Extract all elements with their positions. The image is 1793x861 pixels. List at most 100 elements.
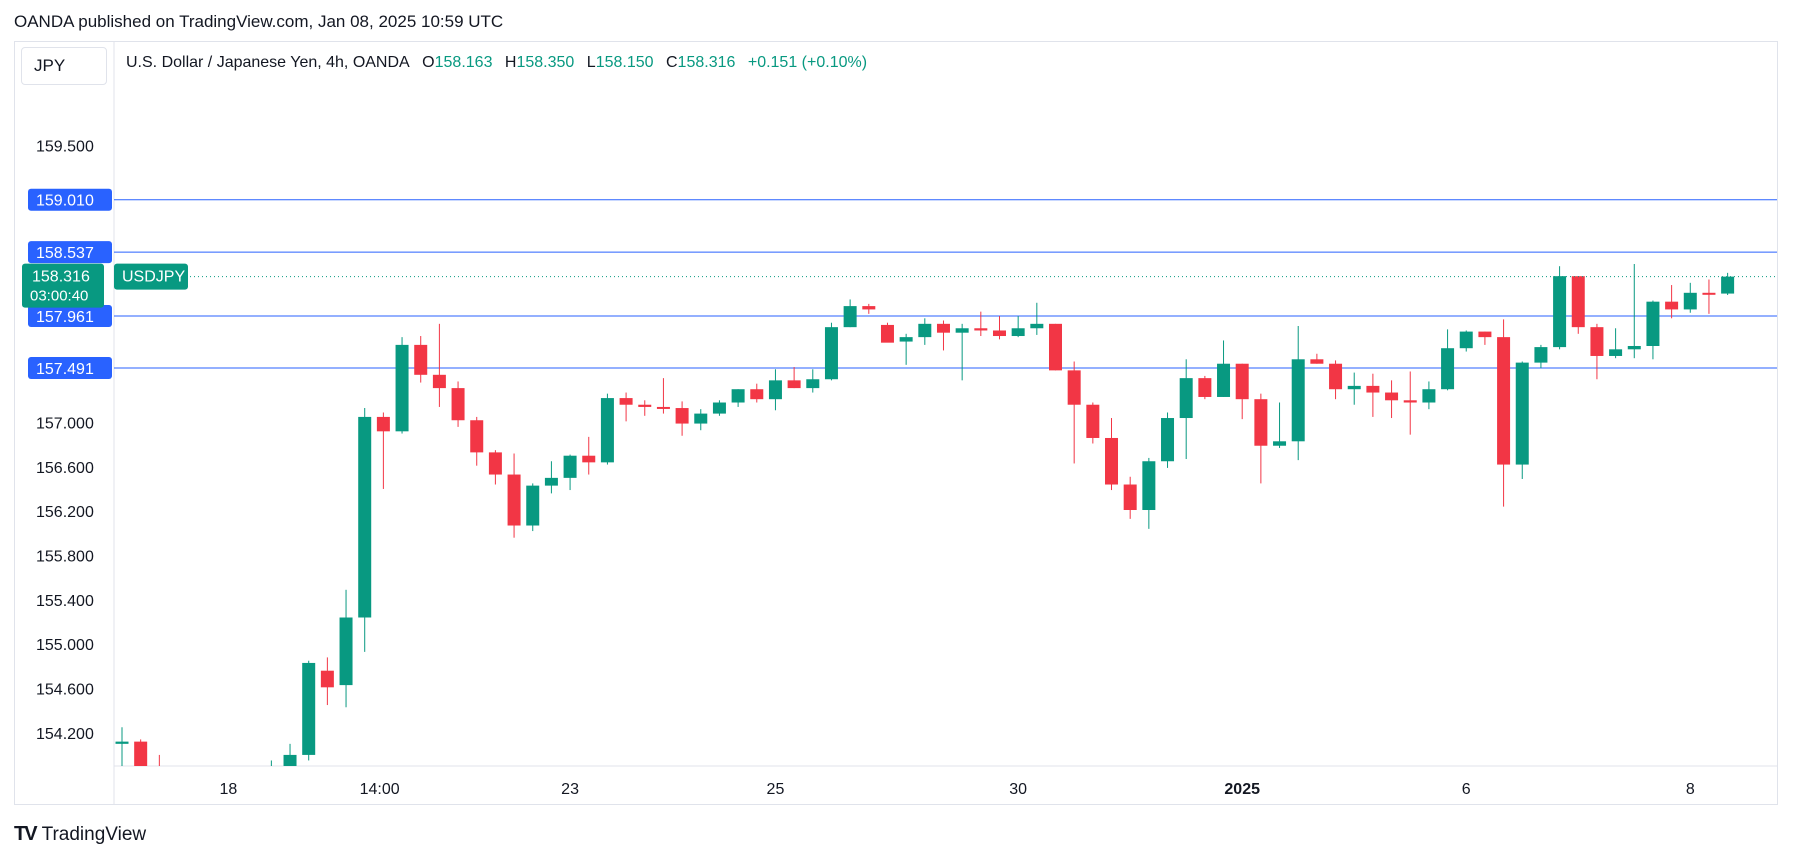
candle-body: [153, 777, 166, 788]
candle-body: [339, 617, 353, 686]
candle-body: [974, 328, 988, 331]
level-price-tag: [28, 188, 112, 211]
candle-body: [1571, 276, 1585, 328]
candle-body: [451, 388, 465, 421]
candle-body: [1067, 370, 1081, 405]
candle-body: [1049, 323, 1062, 371]
legend-low-label: L: [586, 54, 596, 71]
tradingview-brand[interactable]: TV TradingView: [14, 823, 146, 846]
candle-body: [134, 741, 148, 766]
legend-high-value: 158.350: [516, 54, 575, 71]
level-price-label: 158.537: [36, 245, 94, 262]
candle-body: [1515, 362, 1529, 465]
currency-selector[interactable]: JPY: [21, 47, 107, 85]
candle-body: [918, 323, 932, 338]
candle-body: [1329, 363, 1343, 390]
x-tick-label: 18: [220, 781, 238, 798]
candle-body: [656, 406, 670, 409]
x-tick-label: 2025: [1224, 781, 1260, 798]
candle-body: [1721, 276, 1735, 294]
candle-body: [320, 670, 334, 688]
level-price-label: 157.961: [36, 309, 94, 326]
candle-body: [1273, 441, 1287, 446]
candle-body: [1011, 328, 1025, 337]
candle-body: [1105, 437, 1119, 485]
candle-body: [1310, 359, 1324, 364]
x-tick-label: 25: [767, 781, 785, 798]
candle-body: [1534, 347, 1548, 363]
candle-body: [862, 306, 876, 310]
candle-body: [1497, 337, 1511, 465]
candle-body: [750, 389, 764, 400]
candle-body: [1235, 363, 1249, 400]
candle-body: [899, 337, 913, 342]
candle-body: [1254, 399, 1268, 446]
bar-countdown-label: 03:00:40: [30, 288, 88, 305]
candle-body: [376, 416, 390, 432]
candle-body: [563, 455, 577, 478]
candle-body: [1123, 484, 1137, 511]
candle-body: [1142, 461, 1156, 511]
candle-body: [172, 788, 185, 805]
candle-body: [1683, 292, 1697, 310]
legend-high-label: H: [504, 54, 517, 71]
chart-frame: [14, 41, 1778, 805]
level-price-label: 157.491: [36, 361, 94, 378]
candle-body: [992, 330, 1006, 337]
candle-body: [1702, 292, 1716, 295]
candle-body: [787, 380, 801, 389]
current-price-tag: [22, 263, 104, 308]
candle-body: [488, 452, 502, 475]
tradingview-logo-icon: TV: [14, 823, 38, 845]
candle-body: [1665, 301, 1679, 310]
legend-close-value: 158.316: [677, 54, 736, 71]
candle-body: [675, 408, 689, 424]
candle-body: [1403, 400, 1417, 403]
x-tick-label: 23: [561, 781, 579, 798]
y-tick-label: 157.000: [36, 415, 94, 432]
candle-body: [265, 766, 278, 783]
y-tick-label: 155.400: [36, 593, 94, 610]
candle-body: [1198, 378, 1212, 397]
y-tick-label: 155.800: [36, 548, 94, 565]
legend-close-label: C: [665, 54, 678, 71]
candle-body: [302, 662, 316, 755]
candle-body: [1627, 345, 1641, 350]
candle-body: [358, 416, 372, 618]
brand-name: TradingView: [41, 823, 147, 845]
candle-body: [619, 398, 633, 405]
candle-body: [712, 402, 726, 414]
candle-body: [582, 455, 596, 463]
y-tick-label: 156.200: [36, 504, 94, 521]
level-price-tag: [28, 357, 112, 380]
candle-body: [731, 389, 745, 403]
candle-body: [1553, 276, 1567, 348]
candle-body: [432, 374, 446, 389]
candle-body: [806, 379, 820, 389]
candle-body: [1422, 389, 1436, 403]
current-price-label: 158.316: [32, 269, 90, 286]
candle-body: [283, 754, 297, 766]
level-price-tag: [28, 241, 112, 264]
candle-body: [470, 420, 484, 453]
x-tick-label: 6: [1462, 781, 1471, 798]
chart-legend: U.S. Dollar / Japanese Yen, 4h, OANDA O1…: [126, 54, 867, 72]
candle-body: [1086, 404, 1100, 438]
legend-open-value: 158.163: [434, 54, 493, 71]
candle-body: [1385, 392, 1399, 401]
candle-body: [600, 398, 614, 463]
candle-body: [246, 783, 259, 789]
candle-body: [1590, 327, 1604, 356]
candle-body: [880, 324, 894, 343]
y-tick-label: 156.600: [36, 460, 94, 477]
level-price-label: 159.010: [36, 193, 94, 210]
publisher-text: OANDA published on TradingView.com, Jan …: [14, 12, 504, 31]
x-tick-label: 8: [1686, 781, 1695, 798]
candle-body: [507, 474, 521, 526]
legend-low-value: 158.150: [595, 54, 654, 71]
candle-body: [1291, 359, 1305, 442]
candle-body: [1441, 348, 1455, 390]
candle-body: [1366, 385, 1380, 393]
candle-body: [1609, 349, 1623, 356]
